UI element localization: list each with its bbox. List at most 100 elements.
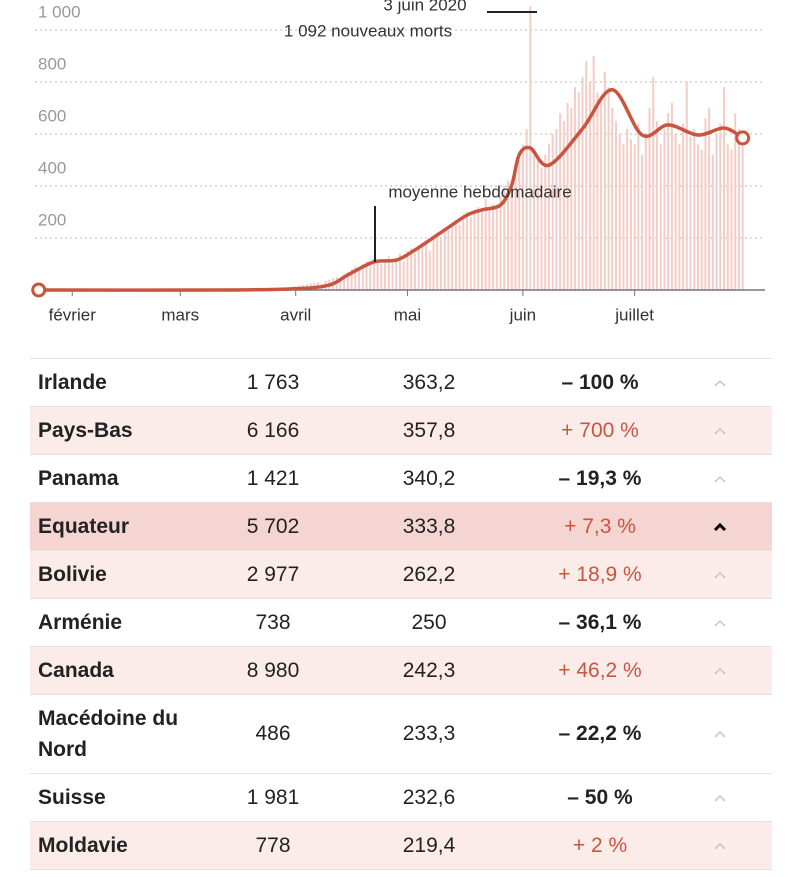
table-cell: 8 980 <box>246 658 300 682</box>
expand-toggle[interactable] <box>690 834 750 858</box>
table-row[interactable]: Canada 8 980 242,3 + 46,2 % <box>30 647 772 695</box>
bar <box>607 87 610 290</box>
bar <box>540 167 543 290</box>
bar <box>577 92 580 291</box>
table-row[interactable]: Arménie 738 250 – 36,1 % <box>30 599 772 647</box>
chevron-icon <box>714 571 726 579</box>
bar <box>626 128 629 290</box>
y-tick-label: 1 000 <box>38 2 81 21</box>
y-tick-label: 200 <box>38 210 66 229</box>
bar <box>596 92 599 291</box>
table-row[interactable]: Macédoine du Nord 486 233,3 – 22,2 % <box>30 695 772 774</box>
bar <box>633 144 636 290</box>
bar <box>395 258 398 290</box>
bar <box>425 240 428 290</box>
plot: 200 400 600 800 1 000 février mars avril mai juin… <box>31 2 765 324</box>
bar <box>358 267 361 290</box>
table-row[interactable]: Pays-Bas 6 166 357,8 + 700 % <box>30 407 772 455</box>
bar <box>644 134 647 290</box>
table-cell: 250 <box>411 610 447 634</box>
table-cell: + 18,9 % <box>558 562 642 586</box>
bar <box>361 264 364 290</box>
expand-toggle[interactable] <box>690 515 750 539</box>
bar <box>588 82 591 290</box>
bar <box>477 206 480 290</box>
bar <box>421 243 424 290</box>
bar <box>510 191 513 290</box>
expand-toggle[interactable] <box>690 467 750 491</box>
table-cell: + 46,2 % <box>558 658 642 682</box>
table-row[interactable]: Bolivie 2 977 262,2 + 18,9 % <box>30 551 772 599</box>
table-cell: – 36,1 % <box>558 610 642 634</box>
table-cell: 232,6 <box>402 785 456 809</box>
table-cell: – 19,3 % <box>558 466 642 490</box>
bar <box>551 134 554 290</box>
table-cell: Moldavie <box>38 834 128 857</box>
table-cell: 242,3 <box>402 658 456 682</box>
table-cell: – 50 % <box>567 785 633 809</box>
bar <box>343 274 346 290</box>
table-row[interactable]: Equateur 5 702 333,8 + 7,3 % <box>30 503 772 551</box>
table-cell: Bolivie <box>38 563 107 586</box>
expand-toggle[interactable] <box>690 786 750 810</box>
bar <box>499 196 502 290</box>
bar <box>533 149 536 290</box>
expand-toggle[interactable] <box>690 659 750 683</box>
table-cell: 2 977 <box>246 562 300 586</box>
bar <box>674 134 677 290</box>
x-tick-label: février <box>49 305 97 324</box>
bar <box>428 251 431 290</box>
bar <box>711 154 714 290</box>
table-cell: 1 981 <box>246 785 300 809</box>
table: Irlande 1 763 363,2 – 100 % Pays-Bas 6 166 357… <box>30 358 772 870</box>
chevron-icon <box>714 794 726 802</box>
bar <box>737 128 740 290</box>
bar <box>544 154 547 290</box>
bar <box>503 186 506 290</box>
chevron-icon <box>714 730 726 738</box>
bar <box>592 56 595 290</box>
expand-toggle[interactable] <box>690 419 750 443</box>
bar <box>406 251 409 290</box>
table-cell: – 100 % <box>561 370 639 394</box>
bar <box>678 144 681 290</box>
bar <box>618 134 621 290</box>
bar <box>689 136 692 290</box>
expand-toggle[interactable] <box>690 563 750 587</box>
bar <box>655 121 659 290</box>
table-row[interactable]: Irlande 1 763 363,2 – 100 % <box>30 359 772 407</box>
bar <box>574 87 577 290</box>
x-tick-label: juillet <box>614 305 654 324</box>
table-row[interactable]: Panama 1 421 340,2 – 19,3 % <box>30 455 772 503</box>
table-cell: 363,2 <box>402 370 456 394</box>
table-row[interactable]: Suisse 1 981 232,6 – 50 % <box>30 774 772 822</box>
bar <box>734 113 737 290</box>
expand-toggle[interactable] <box>690 722 750 746</box>
y-tick-label: 800 <box>38 54 66 73</box>
y-tick-label: 600 <box>38 106 66 125</box>
chevron-icon <box>714 667 726 675</box>
table-row[interactable]: Moldavie 778 219,4 + 2 % <box>30 822 772 870</box>
table-cell: 1 763 <box>246 370 300 394</box>
bar <box>555 128 558 290</box>
bar <box>495 209 498 290</box>
table-cell: + 700 % <box>561 418 639 442</box>
line-end <box>31 282 47 298</box>
bar <box>417 245 420 290</box>
bar <box>432 235 435 290</box>
table-cell: + 7,3 % <box>564 514 636 538</box>
bar <box>410 248 413 290</box>
expand-toggle[interactable] <box>690 611 750 635</box>
bar <box>391 262 394 290</box>
chevron-icon <box>714 427 726 435</box>
bar <box>723 87 726 290</box>
chevron-icon <box>714 619 726 627</box>
bar <box>518 160 521 290</box>
table-cell: 738 <box>255 610 291 634</box>
bar <box>521 144 524 290</box>
bar <box>652 76 655 290</box>
table-cell: 1 421 <box>246 466 300 490</box>
bar <box>369 265 372 290</box>
expand-toggle[interactable] <box>690 371 750 395</box>
bar <box>693 128 696 290</box>
